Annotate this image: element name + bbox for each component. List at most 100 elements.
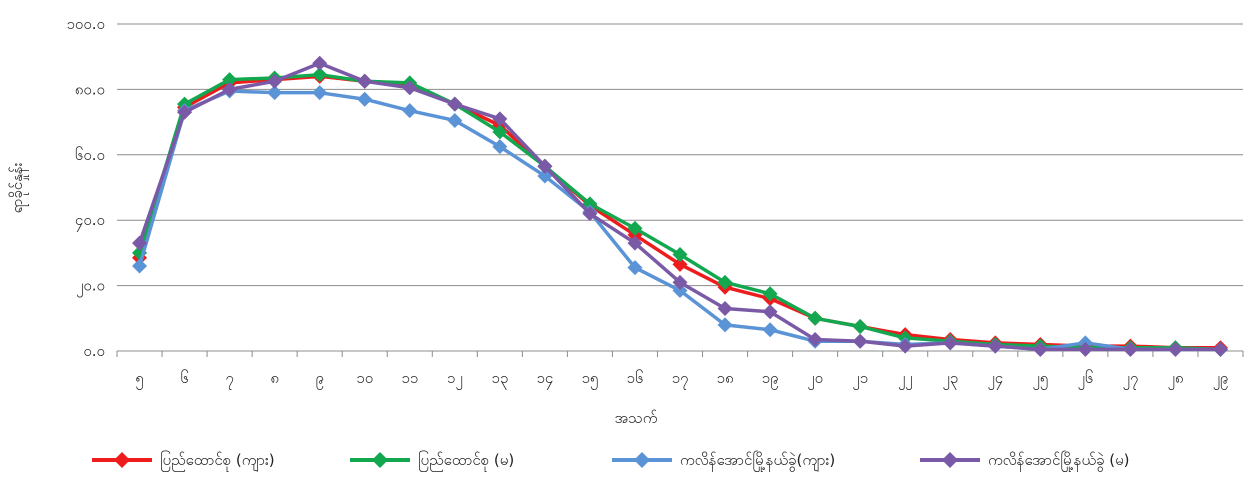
gridlines — [117, 23, 1243, 352]
legend-item-4: ကလိန်အောင်မြို့နယ်ခွဲ (မ) — [920, 450, 1130, 472]
legend-swatch-marker — [634, 452, 650, 468]
data-point — [672, 283, 688, 299]
data-point — [402, 80, 418, 96]
data-point — [537, 158, 553, 174]
x-tick-label: ၁၄ — [536, 369, 553, 390]
data-point — [627, 260, 643, 276]
x-tick-label: ၂၄ — [987, 369, 1003, 390]
data-point — [897, 338, 913, 354]
x-tick-label: ၁၃ — [491, 369, 508, 390]
data-point — [627, 235, 643, 251]
data-point — [717, 300, 733, 316]
x-tick-label: ၂၉ — [1213, 369, 1229, 390]
legend-label: ကလိန်အောင်မြို့နယ်ခွဲ(ကျား) — [680, 450, 835, 472]
data-point — [762, 304, 778, 320]
data-point — [267, 73, 283, 89]
data-point — [492, 124, 508, 140]
x-axis: ၅ ၆ ၇ ၈ ၉ ၁၀ ၁၁ ၁၂ ၁၃ ၁၄ ၁၅ ၁၆ ၁၇ ၁၈ ၁၉ ၂၀ ၂၁ ၂၂ ၂၃ ၂၄ ၂၅ ၂၆ ၂… — [116, 350, 1244, 390]
y-tick-label: ၈၀.၀ — [75, 80, 105, 98]
data-point — [672, 247, 688, 263]
x-tick-label: ၁၆ — [627, 369, 644, 387]
series-2 — [132, 67, 1228, 357]
legend-item-2: ပြည်ထောင်စု (မ) — [350, 450, 514, 472]
data-point — [717, 274, 733, 290]
x-tick-label: ၂၈ — [1167, 369, 1183, 390]
legend-item-1: ပြည်ထောင်စု (ကျား) — [92, 450, 275, 472]
data-point — [627, 220, 643, 236]
x-tick-label: ၂၀ — [807, 369, 823, 390]
x-tick-label: ၂၅ — [1032, 369, 1048, 390]
series-1 — [132, 68, 1228, 356]
data-point — [402, 103, 418, 119]
x-tick-label: ၁၈ — [717, 369, 734, 387]
data-point — [582, 206, 598, 222]
data-point — [762, 322, 778, 338]
data-point — [717, 317, 733, 333]
legend: ပြည်ထောင်စု (ကျား) ပြည်ထောင်စု (မ) ကလိန်အေ… — [92, 450, 1130, 472]
x-tick-label: ၈ — [270, 369, 279, 387]
data-point — [222, 81, 238, 97]
y-axis-title: ရာခိုင်နှုန်း — [8, 162, 29, 213]
x-tick-label: ၂၆ — [1077, 369, 1093, 390]
data-point — [177, 104, 193, 120]
x-tick-label: ၉ — [315, 369, 323, 390]
legend-label: ပြည်ထောင်စု (မ) — [418, 450, 514, 472]
data-point — [132, 235, 148, 251]
x-tick-label: ၁၉ — [762, 369, 779, 390]
data-point — [1122, 341, 1138, 357]
x-tick-label: ၁၂ — [447, 369, 463, 390]
x-tick-label: ၂၃ — [942, 369, 958, 390]
data-point — [492, 139, 508, 155]
y-tick-label: ၁၀၀.၀ — [66, 15, 105, 33]
series-4 — [132, 55, 1228, 357]
x-tick-label: ၆ — [180, 369, 188, 387]
series-line — [137, 72, 1221, 352]
data-point — [672, 274, 688, 290]
y-tick-label: ၄၀.၀ — [75, 211, 105, 232]
data-point — [1032, 341, 1048, 357]
legend-label: ပြည်ထောင်စု (ကျား) — [160, 450, 275, 472]
data-point — [807, 332, 823, 348]
x-tick-label: ၇ — [225, 369, 233, 390]
data-point — [1077, 341, 1093, 357]
data-point — [357, 91, 373, 107]
data-point — [267, 85, 283, 101]
data-point — [807, 310, 823, 326]
legend-label: ကလိန်အောင်မြို့နယ်ခွဲ (မ) — [988, 450, 1130, 472]
data-point — [222, 72, 238, 88]
x-axis-title: အသက် — [615, 409, 658, 427]
data-point — [987, 338, 1003, 354]
data-point — [312, 85, 328, 101]
y-tick-label: ၂၀.၀ — [76, 277, 105, 298]
data-point — [852, 333, 868, 349]
legend-swatch-marker — [114, 452, 130, 468]
x-tick-label: ၂၇ — [1122, 369, 1138, 390]
data-point — [312, 67, 328, 83]
data-point — [672, 256, 688, 272]
data-point — [852, 318, 868, 334]
series-line — [137, 61, 1221, 352]
data-point — [447, 96, 463, 112]
data-point — [1212, 341, 1228, 357]
legend-swatch-marker — [372, 452, 388, 468]
series-line — [137, 74, 1221, 350]
legend-swatch-marker — [942, 452, 958, 468]
data-point — [762, 286, 778, 302]
x-tick-label: ၂၁ — [852, 369, 868, 390]
x-tick-label: ၁၁ — [401, 369, 418, 387]
data-point — [312, 55, 328, 71]
data-point — [492, 111, 508, 127]
data-point — [1167, 341, 1183, 357]
x-tick-label: ၂၂ — [898, 369, 913, 390]
data-point — [942, 335, 958, 351]
legend-item-3: ကလိန်အောင်မြို့နယ်ခွဲ(ကျား) — [612, 450, 835, 472]
y-axis-ticks: ၀.၀ ၂၀.၀ ၄၀.၀ ၆၀.၀ ၈၀.၀ ၁၀၀.၀ — [66, 15, 105, 360]
x-tick-label: ၁၇ — [672, 369, 689, 390]
data-point — [132, 258, 148, 274]
x-tick-label: ၁၀ — [356, 369, 373, 387]
x-tick-label: ၁၅ — [581, 369, 598, 390]
series-layer — [132, 55, 1228, 357]
x-tick-label: ၅ — [135, 369, 143, 390]
y-tick-label: ၀.၀ — [83, 342, 105, 360]
